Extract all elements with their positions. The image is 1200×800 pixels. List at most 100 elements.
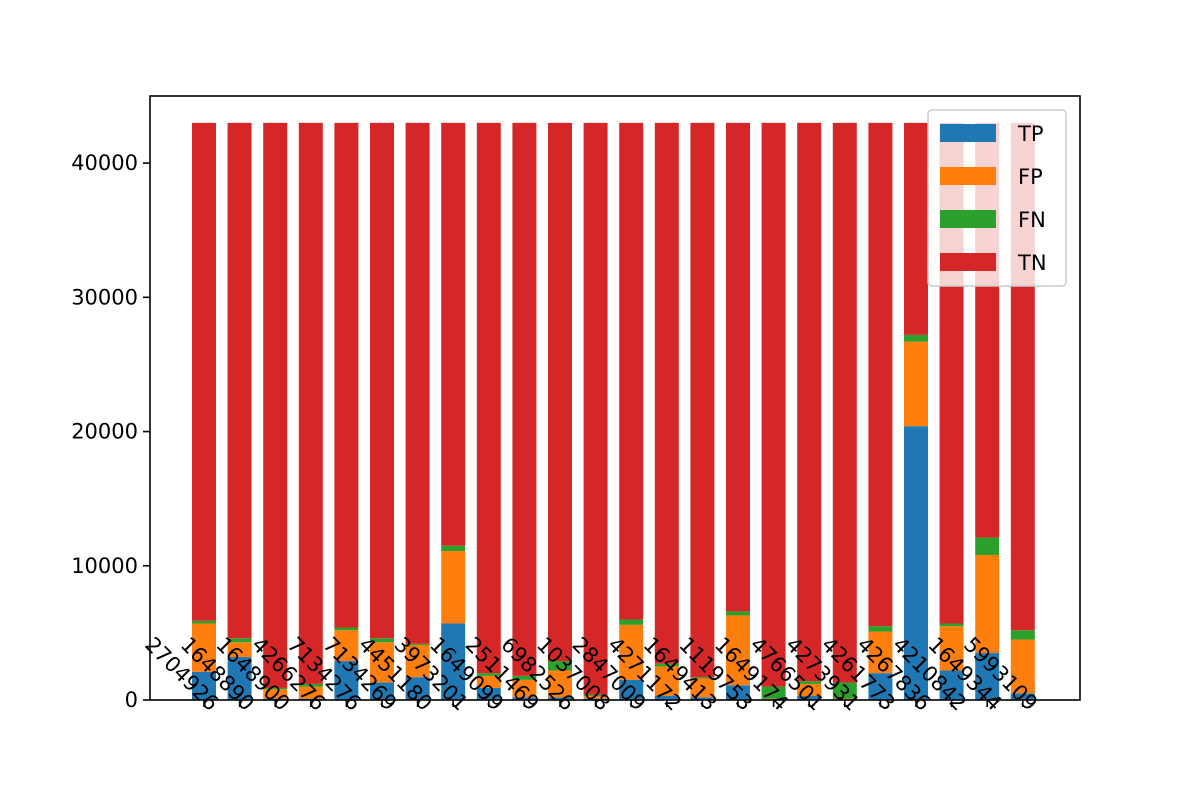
bar-tn-20 <box>904 122 928 335</box>
bar-fn-19 <box>868 626 893 632</box>
bar-fp-3 <box>298 686 323 699</box>
bar-fn-23 <box>1010 630 1035 640</box>
bar-fp-14 <box>690 678 715 698</box>
bar-fp-7 <box>441 551 466 624</box>
bar-tn-8 <box>476 122 501 674</box>
bar-tp-13 <box>654 695 679 700</box>
bar-tn-14 <box>690 122 715 678</box>
bar-fp-15 <box>726 615 750 686</box>
y-tick-label: 20000 <box>71 420 138 444</box>
bar-tn-17 <box>797 122 822 682</box>
bar-tn-4 <box>334 122 359 628</box>
bar-tn-1 <box>227 122 252 639</box>
bar-fn-14 <box>690 677 715 679</box>
bar-fn-7 <box>441 545 466 552</box>
bar-tn-0 <box>192 122 216 621</box>
bar-tp-15 <box>726 685 750 700</box>
bar-tp-19 <box>868 673 893 700</box>
legend-swatch-fn <box>940 210 996 228</box>
bars-layer <box>192 122 1035 700</box>
bar-fp-12 <box>619 624 644 680</box>
bar-tn-16 <box>761 122 786 687</box>
bar-tn-11 <box>583 122 608 695</box>
bar-tn-10 <box>548 122 572 662</box>
bar-tp-22 <box>975 653 1000 700</box>
bar-fp-2 <box>263 689 288 699</box>
bar-tn-9 <box>512 122 537 676</box>
bar-tp-1 <box>227 657 252 700</box>
bar-fn-4 <box>334 627 359 631</box>
y-tick-label: 30000 <box>71 285 138 309</box>
bar-tp-21 <box>939 670 964 700</box>
bar-tp-7 <box>441 623 466 700</box>
bar-fp-20 <box>904 341 928 427</box>
bar-fn-21 <box>939 623 964 627</box>
bar-fn-5 <box>370 638 394 643</box>
bar-tp-17 <box>797 695 822 700</box>
bar-fn-10 <box>548 661 572 671</box>
bar-fp-23 <box>1010 639 1035 694</box>
x-axis: 2704926164889016489004266276713427671342… <box>140 632 1042 715</box>
bar-fp-6 <box>405 644 430 678</box>
bar-fp-8 <box>476 675 501 688</box>
bar-fn-6 <box>405 643 430 645</box>
bar-fn-0 <box>192 620 216 624</box>
bar-tn-2 <box>263 122 288 688</box>
bar-fp-13 <box>654 666 679 696</box>
bar-fn-18 <box>832 682 857 699</box>
bar-fn-9 <box>512 675 537 680</box>
bar-fp-17 <box>797 683 822 696</box>
bar-fp-4 <box>334 630 359 662</box>
legend-swatch-tp <box>940 124 996 142</box>
bar-tp-0 <box>192 671 216 700</box>
bar-fp-21 <box>939 626 964 671</box>
y-tick-label: 0 <box>125 688 138 712</box>
bar-tn-5 <box>370 122 394 639</box>
bar-tn-13 <box>654 122 679 664</box>
bar-tn-18 <box>832 122 857 683</box>
bar-fn-3 <box>298 683 323 687</box>
plot-frame <box>149 95 1081 701</box>
bar-fp-0 <box>192 623 216 672</box>
legend-label-fp: FP <box>1018 165 1043 189</box>
bar-tn-12 <box>619 122 644 620</box>
bar-fp-10 <box>548 670 572 698</box>
bar-tp-10 <box>548 697 572 700</box>
y-tick-label: 10000 <box>71 554 138 578</box>
bar-tp-23 <box>1010 693 1035 700</box>
bar-tn-6 <box>405 122 430 644</box>
bar-tp-5 <box>370 682 394 700</box>
bar-fp-9 <box>512 679 537 698</box>
bar-fp-5 <box>370 642 394 683</box>
legend-label-tn: TN <box>1017 251 1047 275</box>
bar-fp-11 <box>583 695 608 699</box>
legend-swatch-fp <box>940 167 996 185</box>
legend: TP FP FN TN <box>927 109 1067 287</box>
legend-swatch-tn <box>940 253 996 271</box>
bar-fn-17 <box>797 681 822 684</box>
bar-fn-8 <box>476 673 501 676</box>
bar-fn-12 <box>619 619 644 625</box>
bar-fn-13 <box>654 663 679 667</box>
legend-label-tp: TP <box>1017 122 1044 146</box>
bar-tp-14 <box>690 697 715 700</box>
bar-fp-19 <box>868 631 893 674</box>
bar-fp-1 <box>227 642 252 658</box>
bar-fn-2 <box>263 687 288 690</box>
bar-tn-19 <box>868 122 893 627</box>
legend-label-fn: FN <box>1018 208 1046 232</box>
bar-fn-1 <box>227 638 252 643</box>
bar-fn-20 <box>904 334 928 342</box>
bar-fp-22 <box>975 555 1000 654</box>
bar-tp-9 <box>512 697 537 700</box>
bar-tp-6 <box>405 677 430 700</box>
bar-tp-20 <box>904 426 928 700</box>
bar-fn-15 <box>726 611 750 616</box>
y-axis: 0 10000 20000 30000 40000 <box>71 151 150 712</box>
y-tick-label: 40000 <box>71 151 138 175</box>
bar-tn-3 <box>298 122 323 684</box>
bar-tp-4 <box>334 661 359 700</box>
bar-fn-11 <box>583 694 608 696</box>
bar-tn-15 <box>726 122 750 612</box>
